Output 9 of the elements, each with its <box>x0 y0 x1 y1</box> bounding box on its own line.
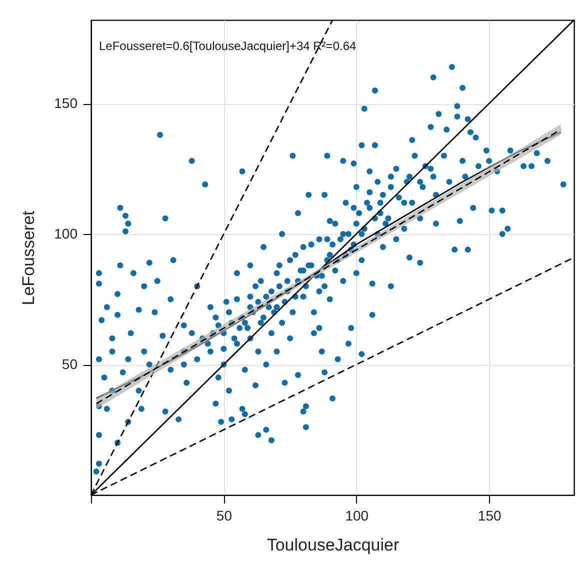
annotation: LeFousseret=0.6[ToulouseJacquier]+34 R²=0.64 <box>99 39 356 53</box>
y-tick-label: 100 <box>54 226 78 242</box>
x-axis-title: ToulouseJacquier <box>266 536 400 554</box>
y-tick-label: 50 <box>62 356 78 372</box>
x-tick-label: 150 <box>478 508 502 524</box>
y-axis-title: LeFousseret <box>19 210 38 306</box>
x-tick-label: 50 <box>216 508 232 524</box>
x-tick-label: 100 <box>345 508 369 524</box>
y-tick-label: 150 <box>54 95 78 112</box>
